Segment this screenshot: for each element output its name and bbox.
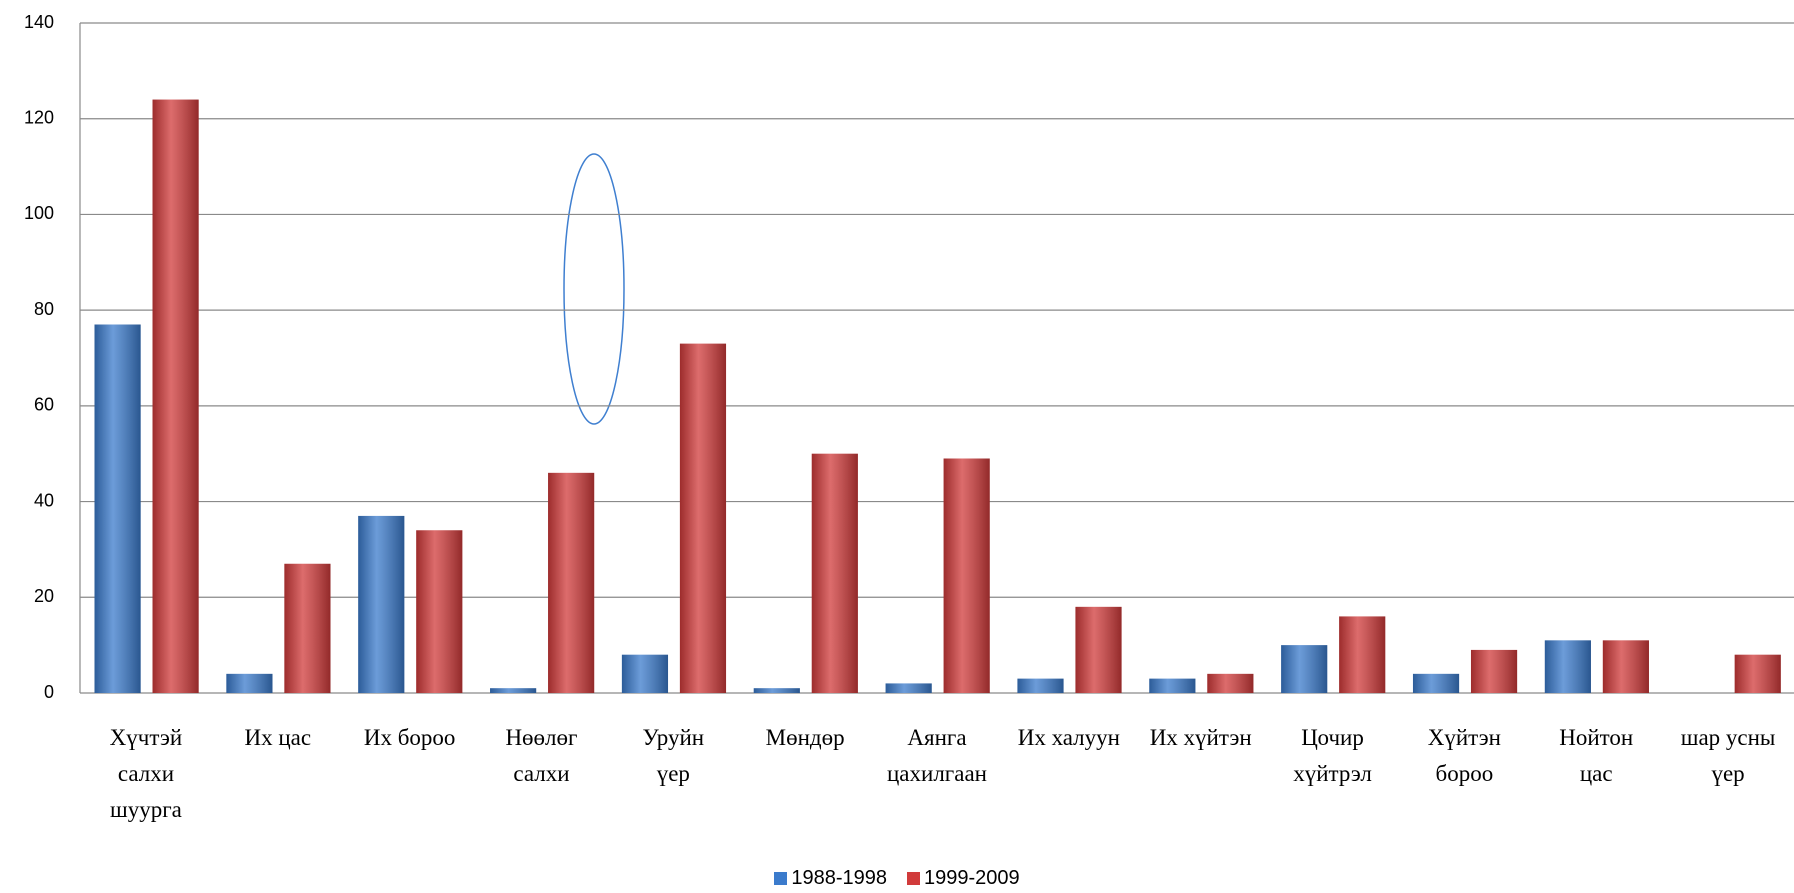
legend-label: 1999-2009: [924, 867, 1020, 889]
x-tick-label: Мөндөр: [765, 725, 845, 750]
y-tick-label: 60: [34, 395, 54, 415]
bar-highlight: [226, 673, 273, 693]
bar-highlight: [152, 99, 199, 694]
legend-item: 1999-2009: [907, 867, 1020, 890]
x-tick-label: шар усны үер: [1680, 725, 1776, 786]
annotation-ellipse: [563, 153, 625, 425]
bar-highlight: [548, 472, 595, 693]
x-tick-label: Хүйтэн бороо: [1427, 725, 1501, 786]
legend-swatch: [774, 872, 788, 885]
x-tick-label: Аянга цахилгаан: [887, 725, 987, 786]
bar-highlight: [1281, 645, 1328, 693]
bar-highlight: [416, 530, 463, 693]
bar-highlight: [1470, 649, 1518, 693]
x-tick-label: Их бороо: [363, 725, 456, 750]
y-tick-label: 100: [24, 203, 54, 223]
bar-highlight: [1149, 678, 1196, 693]
y-tick-label: 20: [34, 586, 54, 606]
legend: 1988-1998 1999-2009: [0, 867, 1794, 890]
x-tick-label: Хүчтэй салхи шуурга: [109, 725, 183, 822]
bar-highlight: [621, 654, 669, 693]
bar-highlight: [284, 563, 331, 693]
x-tick-label: Их хүйтэн: [1149, 725, 1252, 750]
bar-highlight: [1339, 616, 1386, 693]
bar-highlight: [1017, 678, 1064, 693]
y-tick-label: 40: [34, 490, 54, 510]
legend-swatch: [907, 872, 920, 885]
bar-highlight: [94, 324, 141, 693]
bar-highlight: [490, 688, 537, 693]
x-tick-label: Их халуун: [1017, 725, 1120, 750]
legend-item: 1988-1998: [774, 867, 887, 890]
x-tick-label: Уруйн үер: [642, 725, 705, 786]
x-tick-label: Нөөлөг салхи: [505, 725, 578, 786]
bar-highlight: [358, 515, 405, 693]
y-tick-label: 80: [34, 299, 54, 319]
bar-highlight: [753, 688, 800, 693]
legend-label: 1988-1998: [791, 867, 887, 889]
bar-highlight: [1075, 606, 1122, 693]
bar-highlight: [885, 683, 932, 693]
y-tick-label: 0: [44, 682, 54, 702]
bar-highlight: [1734, 654, 1781, 693]
x-tick-label: Нойтон цас: [1559, 725, 1634, 786]
y-tick-label: 140: [24, 12, 54, 32]
bar-highlight: [679, 343, 727, 693]
y-tick-label: 120: [24, 107, 54, 127]
bar-highlight: [1412, 673, 1460, 693]
x-tick-label: Цочир хүйтрэл: [1293, 725, 1372, 786]
bar-highlight: [1207, 673, 1254, 693]
bar-highlight: [943, 458, 990, 693]
x-tick-label: Их цас: [244, 725, 312, 750]
bar-highlight: [811, 453, 858, 693]
bar-highlight: [1544, 640, 1591, 693]
bar-highlight: [1602, 640, 1649, 693]
